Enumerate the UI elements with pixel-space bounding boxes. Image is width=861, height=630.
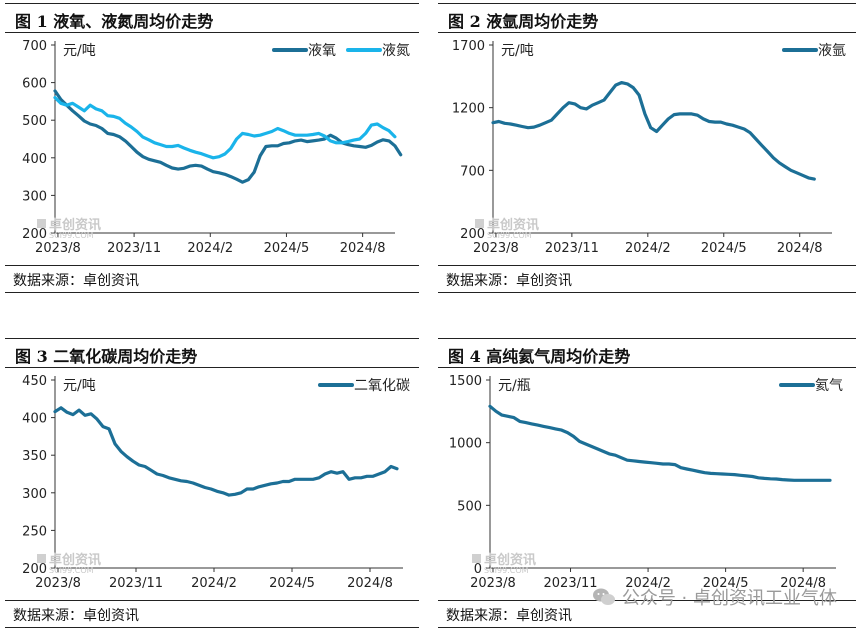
x-tick-label: 2023/8 bbox=[35, 576, 81, 591]
y-tick-label: 300 bbox=[22, 487, 47, 502]
chart-title-row: 图 4 高纯氦气周均价走势 bbox=[438, 338, 856, 368]
chart-title-row: 图 1 液氧、液氮周均价走势 bbox=[5, 3, 419, 33]
y-tick-label: 1700 bbox=[452, 39, 485, 54]
y-tick-label: 1000 bbox=[449, 437, 482, 452]
chart-panel-3: 图 3 二氧化碳周均价走势 200 250 300 350 400 450 2023/8 20… bbox=[5, 338, 419, 628]
legend-label-1: 液氩 bbox=[818, 43, 846, 59]
x-tick-label: 2024/2 bbox=[625, 576, 671, 591]
y-tick-label: 0 bbox=[474, 562, 482, 577]
watermark-logo-icon bbox=[37, 554, 46, 563]
chart-title-row: 图 2 液氩周均价走势 bbox=[438, 3, 856, 33]
watermark-logo-icon bbox=[475, 219, 484, 228]
x-tick-label: 2023/11 bbox=[109, 576, 163, 591]
source-row: 数据来源：卓创资讯 bbox=[5, 265, 419, 293]
y-unit-label: 元/吨 bbox=[63, 43, 96, 59]
series-line-1 bbox=[488, 404, 832, 482]
series-line-2 bbox=[53, 95, 397, 160]
x-tick-label: 2024/5 bbox=[703, 576, 749, 591]
series-line-1 bbox=[53, 406, 399, 497]
x-tick-label: 2023/11 bbox=[545, 241, 599, 256]
data-source: 数据来源：卓创资讯 bbox=[13, 273, 139, 289]
line-chart-2: 200 700 1200 1700 2023/8 2023/11 2024/2 2024/5 2… bbox=[452, 39, 846, 256]
x-tick-label: 2023/8 bbox=[35, 241, 81, 256]
x-tick-label: 2024/8 bbox=[777, 241, 823, 256]
watermark-logo-icon bbox=[472, 554, 481, 563]
line-chart-3: 200 250 300 350 400 450 2023/8 2023/11 2024/2 202… bbox=[22, 374, 410, 591]
watermark-subtext: SCI99.COM bbox=[487, 231, 532, 240]
watermark-text: 卓创资讯 bbox=[49, 552, 101, 568]
data-source: 数据来源：卓创资讯 bbox=[13, 608, 139, 624]
watermark-text: 卓创资讯 bbox=[49, 217, 101, 233]
y-tick-label: 1200 bbox=[452, 102, 485, 117]
x-tick-label: 2024/8 bbox=[780, 576, 826, 591]
source-row: 数据来源：卓创资讯 bbox=[438, 265, 856, 293]
x-tick-label: 2024/8 bbox=[340, 241, 386, 256]
legend-label-1: 氦气 bbox=[815, 378, 843, 394]
y-tick-label: 450 bbox=[22, 374, 47, 389]
y-tick-label: 1500 bbox=[449, 374, 482, 389]
y-tick-label: 350 bbox=[22, 449, 47, 464]
y-tick-label: 500 bbox=[22, 114, 47, 129]
watermark-subtext: SCI99.COM bbox=[49, 231, 94, 240]
y-unit-label: 元/瓶 bbox=[498, 378, 531, 394]
y-tick-label: 200 bbox=[22, 562, 47, 577]
wechat-account-label: 公众号 · 卓创资讯工业气体 bbox=[592, 584, 837, 610]
y-tick-label: 250 bbox=[22, 524, 47, 539]
legend-label-1: 二氧化碳 bbox=[354, 378, 410, 394]
chart-title: 图 3 二氧化碳周均价走势 bbox=[15, 347, 198, 366]
data-source: 数据来源：卓创资讯 bbox=[446, 273, 572, 289]
x-tick-label: 2024/2 bbox=[187, 241, 233, 256]
chart-panel-4: 图 4 高纯氦气周均价走势 0 500 1000 1500 2023/8 2023/11 2… bbox=[438, 338, 856, 628]
series-line-1 bbox=[53, 89, 403, 184]
y-tick-label: 300 bbox=[22, 189, 47, 204]
chart-title: 图 1 液氧、液氮周均价走势 bbox=[15, 12, 214, 31]
x-tick-label: 2023/11 bbox=[107, 241, 161, 256]
source-row: 数据来源：卓创资讯 bbox=[438, 600, 856, 628]
wechat-account-text: 公众号 · 卓创资讯工业气体 bbox=[621, 588, 837, 609]
x-tick-label: 2024/2 bbox=[625, 241, 671, 256]
chart-panel-2: 图 2 液氩周均价走势 200 700 1200 1700 2023/8 2023/11 2… bbox=[438, 3, 856, 293]
x-tick-label: 2024/8 bbox=[347, 576, 393, 591]
y-tick-label: 400 bbox=[22, 412, 47, 427]
legend-label-1: 液氧 bbox=[308, 43, 336, 59]
y-tick-label: 700 bbox=[22, 39, 47, 54]
watermark-subtext: SCI99.COM bbox=[49, 566, 94, 575]
y-tick-label: 600 bbox=[22, 77, 47, 92]
y-unit-label: 元/吨 bbox=[501, 43, 534, 59]
series-line-1 bbox=[491, 80, 816, 181]
chart-title: 图 2 液氩周均价走势 bbox=[448, 12, 599, 31]
watermark-logo-icon bbox=[37, 219, 46, 228]
x-tick-label: 2023/11 bbox=[544, 576, 598, 591]
watermark-text: 卓创资讯 bbox=[487, 217, 539, 233]
y-tick-label: 200 bbox=[22, 227, 47, 242]
line-chart-4: 0 500 1000 1500 2023/8 2023/11 2024/2 2024/5 202… bbox=[449, 374, 843, 591]
line-chart-1: 200 300 400 500 600 700 2023/8 2023/11 2024/2 202… bbox=[22, 39, 410, 256]
x-tick-label: 2023/8 bbox=[470, 576, 516, 591]
wechat-icon bbox=[592, 588, 615, 605]
y-unit-label: 元/吨 bbox=[63, 378, 96, 394]
watermark-subtext: SCI99.COM bbox=[484, 566, 529, 575]
x-tick-label: 2024/2 bbox=[191, 576, 237, 591]
chart-title: 图 4 高纯氦气周均价走势 bbox=[448, 347, 631, 366]
source-row: 数据来源：卓创资讯 bbox=[5, 600, 419, 628]
chart-panel-1: 图 1 液氧、液氮周均价走势 200 300 400 500 600 700 2023/8 2… bbox=[5, 3, 419, 293]
y-tick-label: 200 bbox=[460, 227, 485, 242]
y-tick-label: 700 bbox=[460, 164, 485, 179]
x-tick-label: 2024/5 bbox=[264, 241, 310, 256]
y-tick-label: 500 bbox=[457, 499, 482, 514]
watermark-text: 卓创资讯 bbox=[484, 552, 536, 568]
x-tick-label: 2024/5 bbox=[701, 241, 747, 256]
x-tick-label: 2024/5 bbox=[269, 576, 315, 591]
x-tick-label: 2023/8 bbox=[473, 241, 519, 256]
legend-label-2: 液氮 bbox=[382, 43, 410, 59]
y-tick-label: 400 bbox=[22, 152, 47, 167]
data-source: 数据来源：卓创资讯 bbox=[446, 608, 572, 624]
chart-title-row: 图 3 二氧化碳周均价走势 bbox=[5, 338, 419, 368]
